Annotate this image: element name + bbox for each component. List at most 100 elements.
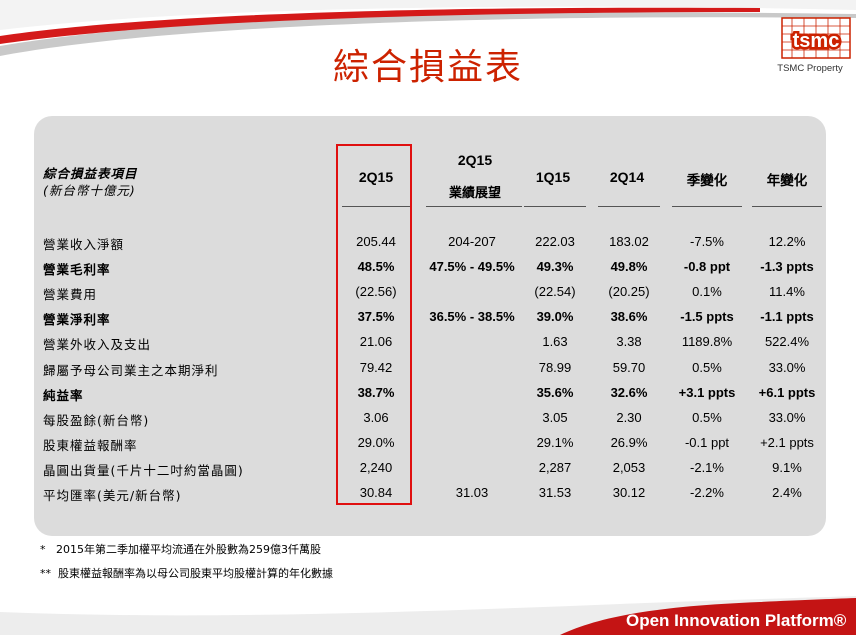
- footnote-2: ** 股東權益報酬率為以母公司股東平均股權計算的年化數據: [40, 565, 333, 581]
- bottom-banner-decoration: [0, 596, 856, 635]
- row-label: 每股盈餘(新台幣): [43, 413, 150, 428]
- table-cell: -0.8 ppt: [683, 259, 731, 274]
- header-underline: [426, 206, 522, 207]
- table-cell: 205.44: [356, 234, 396, 249]
- table-cell: 47.5% - 49.5%: [429, 259, 515, 274]
- table-cell: -1.5 ppts: [680, 309, 734, 324]
- table-cell: 32.6%: [610, 385, 648, 400]
- footnote-mark: **: [40, 567, 51, 580]
- table-cell: 49.8%: [610, 259, 648, 274]
- header-underline: [598, 206, 660, 207]
- table-cell: -1.3 ppts: [760, 259, 814, 274]
- table-unit: (新台幣十億元): [43, 183, 136, 198]
- table-cell: 9.1%: [772, 460, 802, 475]
- table-cell: (22.54): [534, 284, 576, 299]
- table-cell: 31.53: [538, 485, 572, 500]
- table-cell: (22.56): [355, 284, 397, 299]
- table-cell: 2,240: [359, 460, 393, 475]
- table-cell: -7.5%: [690, 234, 724, 249]
- table-cell: 3.06: [363, 410, 389, 425]
- table-cell: 31.03: [455, 485, 489, 500]
- table-cell: 49.3%: [536, 259, 574, 274]
- table-cell: 29.1%: [536, 435, 574, 450]
- table-cell: 33.0%: [768, 360, 806, 375]
- row-label: 營業費用: [43, 287, 98, 302]
- table-cell: 2,287: [538, 460, 572, 475]
- footnote-text: 2015年第二季加權平均流通在外股數為259億3仟萬股: [56, 543, 321, 556]
- table-cell: 2.4%: [772, 485, 802, 500]
- table-cell: 12.2%: [768, 234, 806, 249]
- header-underline: [342, 206, 410, 207]
- footnote-mark: *: [40, 543, 46, 556]
- table-cell: 79.42: [359, 360, 393, 375]
- page-title: 綜合損益表: [332, 47, 523, 88]
- row-label: 股東權益報酬率: [43, 438, 138, 453]
- table-cell: 35.6%: [536, 385, 574, 400]
- table-cell: 21.06: [359, 334, 393, 349]
- table-cell: 2.30: [616, 410, 642, 425]
- table-cell: 26.9%: [610, 435, 648, 450]
- table-cell: 183.02: [609, 234, 649, 249]
- table-cell: 3.05: [542, 410, 568, 425]
- table-cell: 29.0%: [357, 435, 395, 450]
- footnote-1: * 2015年第二季加權平均流通在外股數為259億3仟萬股: [40, 541, 321, 557]
- table-cell: 3.38: [616, 334, 642, 349]
- table-cell: 1189.8%: [681, 334, 733, 349]
- footnote-text: 股東權益報酬率為以母公司股東平均股權計算的年化數據: [58, 567, 333, 580]
- table-cell: +2.1 ppts: [760, 435, 814, 450]
- table-cell: 1.63: [542, 334, 568, 349]
- table-cell: 2,053: [612, 460, 646, 475]
- current-quarter-highlight: [336, 144, 412, 505]
- table-cell: -2.1%: [690, 460, 724, 475]
- column-header-guidance-label: 業績展望: [448, 186, 501, 201]
- table-cell: 37.5%: [357, 309, 395, 324]
- row-label: 平均匯率(美元/新台幣): [43, 488, 182, 503]
- table-cell: +6.1 ppts: [758, 385, 816, 400]
- column-header-qoq: 季變化: [686, 173, 728, 189]
- header-underline: [752, 206, 822, 207]
- tsmc-logo: tsmc: [781, 17, 851, 59]
- column-header-yoy: 年變化: [766, 173, 808, 189]
- table-cell: +3.1 ppts: [678, 385, 736, 400]
- row-label: 營業收入淨額: [43, 237, 125, 252]
- table-cell: 38.6%: [610, 309, 648, 324]
- column-header-2q14: 2Q14: [609, 169, 645, 185]
- table-cell: 33.0%: [768, 410, 806, 425]
- row-label: 歸屬予母公司業主之本期淨利: [43, 363, 219, 378]
- header-underline: [672, 206, 742, 207]
- table-title: 綜合損益表項目: [43, 166, 138, 181]
- row-label: 營業淨利率: [43, 312, 111, 327]
- column-header-2q15-guidance: 2Q15: [457, 152, 493, 168]
- table-cell: 222.03: [535, 234, 575, 249]
- table-cell: 59.70: [612, 360, 646, 375]
- column-header-1q15: 1Q15: [535, 169, 571, 185]
- table-cell: 11.4%: [769, 284, 805, 299]
- row-label: 營業外收入及支出: [43, 337, 152, 352]
- row-label: 營業毛利率: [43, 262, 111, 277]
- row-label: 純益率: [43, 388, 84, 403]
- table-cell: 204-207: [448, 234, 496, 249]
- table-cell: 36.5% - 38.5%: [429, 309, 515, 324]
- table-cell: 39.0%: [536, 309, 574, 324]
- open-innovation-platform-banner: Open Innovation Platform®: [626, 611, 847, 630]
- table-cell: 0.5%: [692, 410, 722, 425]
- table-cell: -1.1 ppts: [760, 309, 814, 324]
- table-cell: 48.5%: [357, 259, 395, 274]
- logo-caption: TSMC Property: [777, 63, 843, 74]
- table-cell: 30.84: [359, 485, 393, 500]
- tsmc-logo-text: tsmc: [793, 30, 840, 52]
- column-header-2q15: 2Q15: [358, 169, 394, 185]
- table-cell: 38.7%: [357, 385, 395, 400]
- top-swoosh-decoration: [0, 0, 856, 56]
- table-cell: 0.5%: [692, 360, 722, 375]
- table-cell: 522.4%: [764, 334, 810, 349]
- table-cell: 30.12: [612, 485, 646, 500]
- table-cell: -0.1 ppt: [684, 435, 730, 450]
- table-cell: -2.2%: [690, 485, 724, 500]
- row-label: 晶圓出貨量(千片十二吋約當晶圓): [43, 463, 244, 478]
- header-underline: [524, 206, 586, 207]
- table-cell: 78.99: [538, 360, 572, 375]
- table-panel: [34, 116, 826, 536]
- table-cell: 0.1%: [692, 284, 722, 299]
- table-cell: (20.25): [608, 284, 650, 299]
